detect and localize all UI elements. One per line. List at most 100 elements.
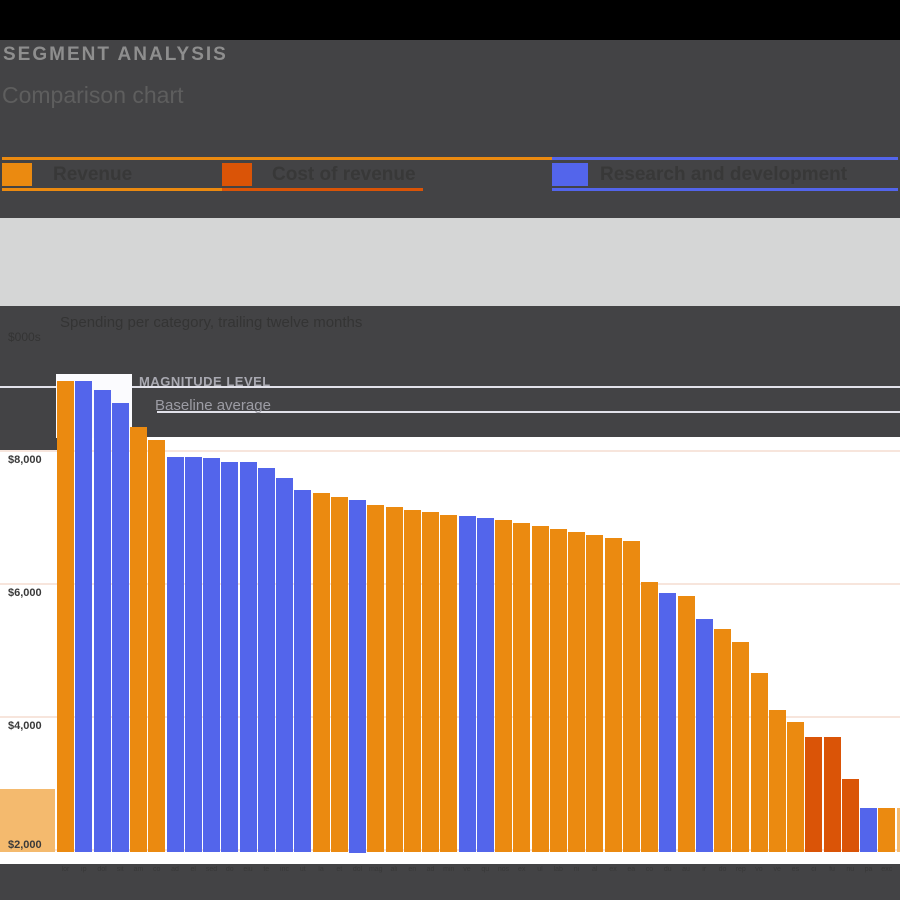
x-tick-label: min (443, 866, 455, 873)
y-tick-label: $6,000 (8, 587, 42, 599)
bar[interactable] (440, 514, 458, 853)
bar[interactable] (677, 595, 695, 853)
legend-label-cost[interactable]: Cost of revenue (272, 164, 416, 185)
bar[interactable] (787, 721, 804, 853)
bar[interactable] (458, 515, 476, 853)
chart-description: Spending per category, trailing twelve m… (60, 314, 363, 331)
x-tick-label: nu (846, 866, 855, 873)
bar[interactable] (330, 497, 348, 853)
bar[interactable] (57, 380, 74, 853)
bar[interactable] (659, 592, 677, 853)
x-tick-label: ve (773, 866, 781, 873)
legend-swatch-revenue[interactable] (2, 163, 32, 186)
y-tick-label: $2,000 (8, 839, 42, 851)
bar[interactable] (549, 529, 567, 853)
bar[interactable] (367, 505, 385, 853)
bar[interactable] (75, 380, 93, 853)
x-tick-label: te (263, 866, 270, 873)
bar[interactable] (422, 511, 439, 853)
x-tick-label: nos (497, 866, 510, 873)
bar[interactable] (276, 477, 293, 853)
bar[interactable] (257, 467, 275, 853)
x-tick-label: exc (881, 866, 893, 873)
x-tick-label: sed (205, 866, 218, 873)
bar[interactable] (732, 642, 750, 853)
bar[interactable] (622, 541, 640, 853)
bar[interactable] (568, 531, 585, 853)
x-tick-label: ex (518, 866, 526, 873)
x-tick-label: co (645, 866, 654, 873)
x-tick-label: co (153, 866, 161, 873)
bar[interactable] (93, 390, 111, 853)
axis-highlight-block (0, 789, 55, 852)
page-title: SEGMENT ANALYSIS (3, 44, 228, 65)
bar[interactable] (495, 519, 512, 853)
x-tick-label: al (592, 866, 598, 873)
bar[interactable] (166, 456, 184, 853)
x-tick-label: lor (61, 866, 70, 873)
bar[interactable] (641, 581, 658, 853)
x-tick-label: au (682, 866, 690, 873)
legend-label-revenue[interactable]: Revenue (53, 164, 133, 185)
bar[interactable] (403, 509, 421, 853)
bar[interactable] (896, 807, 900, 853)
bar[interactable] (184, 456, 202, 853)
bar[interactable] (294, 489, 312, 853)
x-tick-label: inc (280, 866, 289, 873)
x-tick-label: sit (116, 866, 124, 873)
x-tick-label: et (336, 866, 343, 873)
legend-swatch-rnd[interactable] (552, 163, 588, 186)
annotation-line-2: Baseline average (155, 397, 271, 414)
x-tick-label: ut (299, 866, 306, 873)
bar[interactable] (239, 461, 257, 853)
bar[interactable] (604, 537, 622, 853)
bar[interactable] (714, 628, 731, 853)
legend-swatch-cost[interactable] (222, 163, 252, 186)
top-black-strip (0, 0, 900, 40)
x-tick-label: am (133, 866, 144, 873)
bar[interactable] (130, 426, 147, 853)
bar[interactable] (148, 440, 166, 853)
bar[interactable] (513, 523, 531, 853)
bar[interactable] (841, 779, 859, 853)
x-tick-label: ni (573, 866, 580, 873)
bar[interactable] (805, 737, 823, 853)
bar[interactable] (203, 457, 220, 853)
bar[interactable] (878, 807, 896, 853)
legend-underline-cost (222, 188, 423, 191)
x-tick-label: ul (537, 866, 543, 873)
x-tick-label: ad (171, 866, 179, 873)
chart-units-note: $000s (8, 330, 41, 344)
bar[interactable] (860, 807, 877, 853)
bar[interactable] (221, 461, 239, 853)
x-tick-label: du (663, 866, 672, 873)
x-tick-label: lab (553, 866, 563, 873)
x-tick-label: ve (463, 866, 471, 873)
y-tick-label: $4,000 (8, 720, 42, 732)
bar[interactable] (531, 525, 549, 853)
legend-label-rnd[interactable]: Research and development (600, 164, 848, 185)
bar[interactable] (750, 672, 768, 853)
bar[interactable] (385, 507, 403, 853)
x-tick-label: ex (609, 866, 617, 873)
y-tick-label: $8,000 (8, 454, 42, 466)
bar[interactable] (312, 493, 330, 853)
page-subtitle: Comparison chart (2, 82, 184, 108)
bar[interactable] (349, 499, 366, 853)
bar[interactable] (111, 402, 129, 853)
x-tick-label: en (408, 866, 417, 873)
bar[interactable] (586, 535, 604, 853)
x-tick-label: qu (481, 866, 490, 873)
x-tick-label: rep (735, 866, 746, 873)
bar[interactable] (695, 618, 713, 853)
bar[interactable] (768, 710, 786, 853)
legend-underline-rnd (552, 188, 898, 191)
bar[interactable] (823, 737, 841, 853)
x-tick-label: es (791, 866, 800, 873)
x-tick-label: pa (864, 866, 873, 873)
x-tick-label: do (718, 866, 727, 873)
bar[interactable] (476, 517, 494, 853)
x-tick-label: dol (352, 866, 363, 873)
x-tick-label: ci (811, 866, 817, 873)
